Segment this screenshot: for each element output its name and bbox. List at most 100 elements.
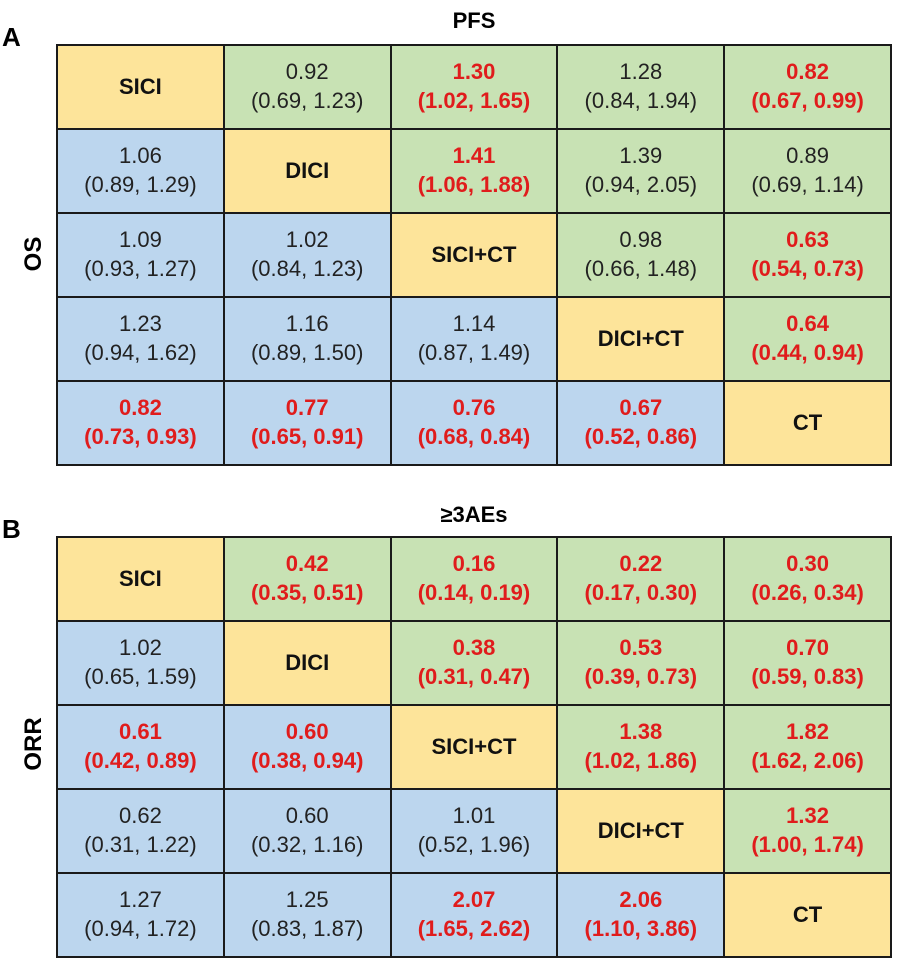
effect-value: 1.38	[619, 719, 663, 745]
confidence-interval: (0.52, 0.86)	[584, 424, 698, 449]
comparison-cell: 0.16 (0.14, 0.19)	[389, 536, 559, 622]
comparison-cell: 1.28 (0.84, 1.94)	[556, 44, 726, 130]
comparison-cell: 0.30 (0.26, 0.34)	[723, 536, 892, 622]
comparison-cell: 0.64 (0.44, 0.94)	[723, 296, 892, 382]
effect-value: 1.41	[452, 143, 496, 169]
confidence-interval: (0.68, 0.84)	[417, 424, 531, 449]
comparison-cell: 0.22 (0.17, 0.30)	[556, 536, 726, 622]
comparison-cell: 0.42 (0.35, 0.51)	[222, 536, 392, 622]
comparison-cell: 0.82 (0.67, 0.99)	[723, 44, 892, 130]
effect-value: 0.70	[786, 635, 829, 661]
comparison-cell: 1.02 (0.84, 1.23)	[222, 212, 392, 298]
effect-value: 0.67	[619, 395, 663, 421]
confidence-interval: (0.87, 1.49)	[417, 340, 531, 365]
comparison-cell: 2.06 (1.10, 3.86)	[556, 872, 726, 958]
comparison-cell: 0.77 (0.65, 0.91)	[222, 380, 392, 466]
effect-value: 0.42	[285, 551, 329, 577]
effect-value: 1.23	[118, 311, 162, 337]
matrix-row: 0.82 (0.73, 0.93) 0.77 (0.65, 0.91) 0.76 (0.6…	[56, 380, 892, 466]
comparison-cell: 0.60 (0.38, 0.94)	[222, 704, 392, 790]
comparison-cell: 0.76 (0.68, 0.84)	[389, 380, 559, 466]
matrix-row: SICI 0.92 (0.69, 1.23) 1.30 (1.02, 1.65) 1.28…	[56, 44, 892, 130]
panel-a-matrix: SICI 0.92 (0.69, 1.23) 1.30 (1.02, 1.65) 1.28…	[56, 44, 892, 466]
effect-value: 1.28	[619, 59, 663, 85]
confidence-interval: (0.31, 1.22)	[84, 832, 197, 857]
confidence-interval: (0.44, 0.94)	[751, 340, 864, 365]
comparison-cell: 0.62 (0.31, 1.22)	[56, 788, 225, 874]
comparison-cell: 1.38 (1.02, 1.86)	[556, 704, 726, 790]
confidence-interval: (0.69, 1.14)	[751, 172, 864, 197]
effect-value: 1.82	[786, 719, 829, 745]
confidence-interval: (0.42, 0.89)	[84, 748, 197, 773]
confidence-interval: (0.32, 1.16)	[250, 832, 364, 857]
treatment-label-cell: CT	[723, 380, 892, 466]
treatment-label-cell: DICI	[222, 128, 392, 214]
confidence-interval: (0.31, 0.47)	[417, 664, 531, 689]
effect-value: 0.60	[285, 803, 329, 829]
effect-value: 1.30	[452, 59, 496, 85]
matrix-row: SICI 0.42 (0.35, 0.51) 0.16 (0.14, 0.19) 0.22…	[56, 536, 892, 622]
confidence-interval: (1.06, 1.88)	[417, 172, 531, 197]
comparison-cell: 0.70 (0.59, 0.83)	[723, 620, 892, 706]
effect-value: 0.60	[285, 719, 329, 745]
comparison-cell: 0.89 (0.69, 1.14)	[723, 128, 892, 214]
confidence-interval: (0.84, 1.23)	[250, 256, 364, 281]
effect-value: 0.77	[285, 395, 329, 421]
confidence-interval: (0.35, 0.51)	[250, 580, 364, 605]
treatment-label-cell: CT	[723, 872, 892, 958]
effect-value: 1.02	[285, 227, 329, 253]
effect-value: 2.07	[452, 887, 496, 913]
matrix-row: 1.02 (0.65, 1.59) DICI 0.38 (0.31, 0.47) 0.53…	[56, 620, 892, 706]
effect-value: 0.64	[786, 311, 829, 337]
effect-value: 1.32	[786, 803, 829, 829]
confidence-interval: (0.65, 0.91)	[250, 424, 364, 449]
effect-value: 0.82	[786, 59, 829, 85]
confidence-interval: (0.14, 0.19)	[417, 580, 531, 605]
panel-b-title: ≥3AEs	[440, 502, 508, 527]
effect-value: 0.61	[118, 719, 162, 745]
effect-value: 1.27	[118, 887, 162, 913]
panel-b-letter: B	[2, 514, 21, 544]
panel-b-side-label: ORR	[20, 717, 47, 771]
confidence-interval: (0.38, 0.94)	[250, 748, 364, 773]
comparison-cell: 1.41 (1.06, 1.88)	[389, 128, 559, 214]
comparison-cell: 1.82 (1.62, 2.06)	[723, 704, 892, 790]
comparison-cell: 1.02 (0.65, 1.59)	[56, 620, 225, 706]
effect-value: 1.06	[118, 143, 162, 169]
panel-a-title: PFS	[452, 8, 496, 33]
confidence-interval: (1.10, 3.86)	[584, 916, 698, 941]
effect-value: 0.22	[619, 551, 663, 577]
comparison-cell: 0.60 (0.32, 1.16)	[222, 788, 392, 874]
treatment-label-cell: DICI+CT	[556, 788, 726, 874]
confidence-interval: (0.73, 0.93)	[84, 424, 197, 449]
confidence-interval: (1.00, 1.74)	[751, 832, 864, 857]
comparison-cell: 1.23 (0.94, 1.62)	[56, 296, 225, 382]
comparison-cell: 0.63 (0.54, 0.73)	[723, 212, 892, 298]
treatment-label-cell: DICI	[222, 620, 392, 706]
treatment-label-cell: SICI	[56, 536, 225, 622]
comparison-cell: 1.25 (0.83, 1.87)	[222, 872, 392, 958]
effect-value: 0.38	[452, 635, 496, 661]
confidence-interval: (0.69, 1.23)	[250, 88, 364, 113]
confidence-interval: (0.52, 1.96)	[417, 832, 531, 857]
comparison-cell: 1.09 (0.93, 1.27)	[56, 212, 225, 298]
comparison-cell: 0.92 (0.69, 1.23)	[222, 44, 392, 130]
confidence-interval: (1.02, 1.65)	[417, 88, 531, 113]
confidence-interval: (0.94, 2.05)	[584, 172, 698, 197]
matrix-row: 1.23 (0.94, 1.62) 1.16 (0.89, 1.50) 1.14 (0.8…	[56, 296, 892, 382]
comparison-cell: 0.38 (0.31, 0.47)	[389, 620, 559, 706]
matrix-row: 1.06 (0.89, 1.29) DICI 1.41 (1.06, 1.88) 1.39…	[56, 128, 892, 214]
effect-value: 1.09	[118, 227, 162, 253]
confidence-interval: (0.94, 1.62)	[84, 340, 197, 365]
confidence-interval: (0.67, 0.99)	[751, 88, 864, 113]
comparison-cell: 1.30 (1.02, 1.65)	[389, 44, 559, 130]
comparison-cell: 1.32 (1.00, 1.74)	[723, 788, 892, 874]
effect-value: 0.82	[118, 395, 162, 421]
confidence-interval: (0.59, 0.83)	[751, 664, 864, 689]
effect-value: 0.92	[285, 59, 329, 85]
effect-value: 0.53	[619, 635, 663, 661]
effect-value: 0.30	[786, 551, 829, 577]
matrix-row: 1.09 (0.93, 1.27) 1.02 (0.84, 1.23) SICI+CT 0…	[56, 212, 892, 298]
effect-value: 1.16	[285, 311, 329, 337]
effect-value: 0.89	[786, 143, 829, 169]
